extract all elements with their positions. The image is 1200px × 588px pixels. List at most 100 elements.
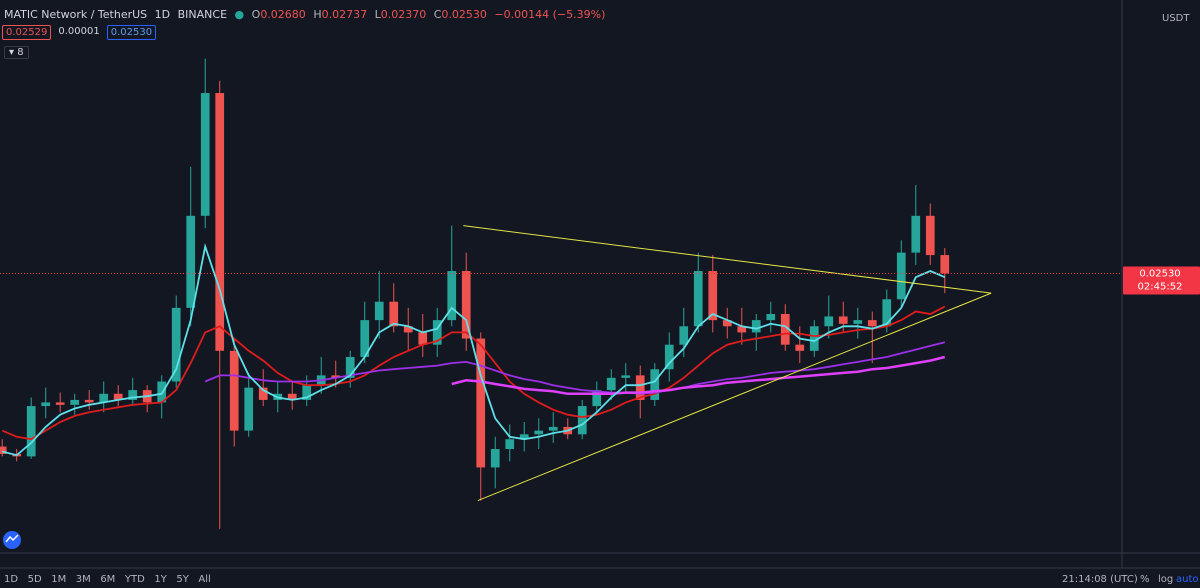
countdown: 02:45:52 — [1138, 281, 1183, 292]
log-toggle[interactable]: log — [1158, 574, 1174, 585]
candle-body — [331, 375, 341, 378]
price-label-bg — [1123, 266, 1200, 295]
candle-body — [635, 375, 645, 400]
candle-body — [925, 215, 935, 256]
trendline — [463, 225, 992, 294]
ohlc-key: H — [313, 8, 322, 21]
candle-body — [258, 387, 268, 400]
candle-body — [664, 344, 674, 370]
candle-body — [432, 320, 442, 345]
candle-body — [911, 215, 921, 253]
moving-average — [451, 355, 946, 396]
candle-body — [171, 307, 181, 382]
ohlc-value: 0.02737 — [321, 8, 368, 21]
candle-body — [229, 350, 239, 431]
plot-area — [0, 58, 1122, 529]
range[interactable]: 6M — [100, 574, 116, 585]
candle-body — [708, 271, 718, 321]
candle-body — [476, 338, 486, 468]
candle-body — [84, 399, 94, 403]
ohlc-value: 0.02530 — [441, 8, 487, 21]
candle-body — [26, 406, 36, 457]
candle-body — [157, 381, 167, 403]
candle-body — [606, 377, 616, 391]
moving-average — [1, 305, 946, 441]
range[interactable]: 1M — [51, 574, 67, 585]
symbol[interactable]: MATIC Network / TetherUS — [4, 8, 148, 21]
spread: 0.00001 — [58, 26, 100, 37]
currency-label: USDT — [1162, 13, 1190, 24]
candle-body — [200, 93, 210, 216]
candle-body — [679, 326, 689, 345]
change: −0.00144 (−5.39%) — [494, 8, 606, 21]
candle-body — [55, 402, 65, 405]
candle-body — [41, 402, 51, 407]
candle-body — [447, 271, 457, 321]
candle-body — [592, 390, 602, 407]
range[interactable]: All — [198, 574, 211, 585]
candle-body — [548, 426, 558, 431]
range[interactable]: 1D — [4, 574, 19, 585]
candle-body — [867, 320, 877, 327]
candle-body — [403, 326, 413, 333]
candle-body — [345, 356, 355, 378]
candle-body — [534, 430, 544, 435]
range-buttons: 1D 5D 1M 3M 6M YTD 1Y 5Y All — [4, 574, 211, 585]
indicators-toggle[interactable]: ▾ 8 — [4, 46, 29, 59]
ohlc-key: L — [374, 8, 381, 21]
bid-box[interactable]: 0.02529 — [2, 25, 52, 40]
price-label: 0.02530 — [1139, 268, 1180, 279]
legend-header: MATIC Network / TetherUS 1D BINANCE ● O0… — [4, 8, 609, 21]
range[interactable]: 5Y — [176, 574, 189, 585]
candle-body — [896, 252, 906, 300]
candle-body — [244, 387, 254, 431]
ohlc-value: 0.02680 — [260, 8, 306, 21]
candle-body — [751, 320, 761, 333]
ohlc-value: 0.02370 — [380, 8, 427, 21]
ohlc-key: O — [251, 8, 261, 21]
logo-icon — [5, 534, 19, 543]
quote-boxes: 0.02529 0.00001 0.02530 — [2, 25, 157, 40]
axes: 0.02530 02:45:52 — [1123, 266, 1200, 295]
candle-body — [722, 320, 732, 327]
candle-body — [490, 449, 500, 468]
percent-toggle[interactable]: % — [1140, 574, 1150, 585]
candle-body — [838, 316, 848, 324]
candle-body — [287, 393, 297, 400]
candle-body — [621, 375, 631, 378]
candle-body — [795, 344, 805, 351]
auto-toggle[interactable]: auto — [1176, 574, 1199, 585]
candle-body — [693, 271, 703, 327]
trendline — [477, 292, 992, 502]
candle-body — [505, 439, 515, 450]
candle-body — [389, 301, 399, 327]
candle-body — [766, 314, 776, 321]
candle-body — [780, 314, 790, 345]
candle-body — [360, 320, 370, 357]
range[interactable]: 5D — [27, 574, 42, 585]
interval[interactable]: 1D — [154, 8, 171, 21]
candle-body — [737, 326, 747, 333]
candle-body — [0, 446, 7, 454]
moving-average — [204, 341, 946, 395]
range[interactable]: 3M — [75, 574, 91, 585]
candle-body — [853, 320, 863, 324]
status-dot: ● — [234, 8, 245, 21]
clock: 21:14:08 (UTC) — [1062, 574, 1138, 585]
candle-body — [824, 316, 834, 327]
moving-average — [1, 243, 946, 457]
candle-body — [70, 399, 80, 405]
range[interactable]: YTD — [124, 574, 145, 585]
ask-box[interactable]: 0.02530 — [106, 25, 157, 40]
range[interactable]: 1Y — [154, 574, 167, 585]
candle-body — [113, 393, 123, 400]
ohlc-key: C — [433, 8, 442, 21]
candle-body — [461, 271, 471, 339]
exchange: BINANCE — [177, 8, 228, 21]
candle-body — [418, 332, 428, 345]
candle-body — [186, 215, 196, 308]
candle-body — [215, 93, 225, 351]
indicator-count: 8 — [17, 47, 24, 58]
